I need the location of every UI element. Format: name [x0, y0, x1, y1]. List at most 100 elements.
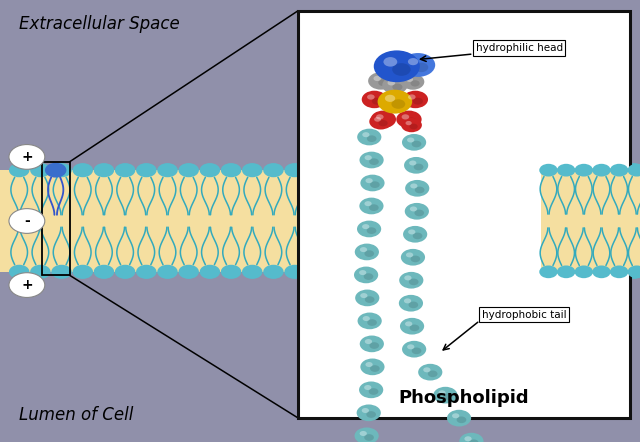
Circle shape: [369, 114, 392, 130]
Circle shape: [602, 265, 623, 279]
Text: hydrophilic head: hydrophilic head: [476, 43, 563, 53]
Circle shape: [557, 164, 575, 176]
Text: Lumen of Cell: Lumen of Cell: [19, 407, 134, 424]
Circle shape: [72, 265, 93, 279]
Circle shape: [360, 175, 385, 191]
Circle shape: [360, 358, 385, 375]
Circle shape: [392, 99, 405, 109]
Circle shape: [383, 57, 397, 67]
Circle shape: [366, 411, 376, 418]
Circle shape: [9, 145, 45, 169]
Circle shape: [200, 163, 220, 177]
Circle shape: [376, 114, 383, 119]
Circle shape: [362, 408, 369, 413]
Circle shape: [592, 164, 611, 176]
Circle shape: [388, 80, 395, 85]
Circle shape: [221, 265, 241, 279]
Circle shape: [418, 364, 442, 381]
Circle shape: [357, 129, 381, 145]
Circle shape: [410, 183, 417, 188]
Circle shape: [406, 77, 413, 82]
Circle shape: [9, 163, 29, 177]
Circle shape: [475, 163, 495, 177]
Circle shape: [360, 335, 384, 352]
Circle shape: [412, 163, 432, 177]
Circle shape: [539, 163, 559, 177]
Circle shape: [401, 74, 424, 90]
Circle shape: [9, 265, 29, 279]
Circle shape: [358, 312, 381, 329]
Circle shape: [399, 295, 423, 312]
Circle shape: [433, 265, 453, 279]
Circle shape: [93, 265, 114, 279]
Circle shape: [367, 95, 374, 99]
Circle shape: [401, 53, 435, 77]
Circle shape: [365, 178, 372, 183]
Text: +: +: [21, 150, 33, 164]
Circle shape: [157, 265, 178, 279]
Circle shape: [517, 163, 538, 177]
Circle shape: [355, 290, 380, 306]
Circle shape: [305, 265, 326, 279]
Circle shape: [401, 118, 422, 132]
Circle shape: [362, 132, 369, 137]
Circle shape: [410, 80, 420, 87]
Circle shape: [407, 137, 414, 142]
Circle shape: [496, 163, 516, 177]
Circle shape: [369, 342, 379, 349]
Circle shape: [406, 252, 413, 257]
Text: hydrophobic tail: hydrophobic tail: [482, 309, 566, 320]
Circle shape: [381, 118, 391, 125]
Circle shape: [305, 163, 326, 177]
Circle shape: [371, 110, 396, 128]
Circle shape: [628, 266, 640, 278]
Circle shape: [465, 436, 472, 441]
Circle shape: [413, 98, 423, 105]
Circle shape: [368, 72, 394, 90]
Circle shape: [327, 163, 348, 177]
Circle shape: [364, 250, 374, 257]
Circle shape: [365, 296, 374, 303]
Circle shape: [396, 110, 422, 128]
FancyBboxPatch shape: [298, 11, 630, 418]
Circle shape: [409, 160, 417, 165]
Circle shape: [560, 163, 580, 177]
Circle shape: [367, 135, 376, 142]
Circle shape: [475, 265, 495, 279]
Circle shape: [365, 155, 372, 160]
Circle shape: [433, 163, 453, 177]
Circle shape: [428, 370, 438, 377]
Circle shape: [136, 163, 157, 177]
Circle shape: [410, 206, 417, 211]
Circle shape: [369, 265, 390, 279]
Circle shape: [412, 347, 421, 354]
Circle shape: [374, 76, 381, 81]
Circle shape: [374, 117, 381, 122]
Bar: [42, 162, 70, 275]
Circle shape: [412, 141, 421, 147]
Circle shape: [369, 158, 379, 165]
Circle shape: [242, 163, 262, 177]
Circle shape: [410, 324, 419, 331]
Circle shape: [560, 265, 580, 279]
Circle shape: [355, 244, 379, 260]
Circle shape: [359, 381, 383, 398]
Circle shape: [367, 319, 377, 326]
Circle shape: [390, 163, 411, 177]
Circle shape: [623, 265, 640, 279]
Circle shape: [327, 265, 348, 279]
Circle shape: [402, 114, 409, 119]
Circle shape: [410, 124, 418, 130]
Circle shape: [408, 95, 415, 99]
Circle shape: [447, 410, 471, 427]
Text: Phospholipid: Phospholipid: [399, 389, 529, 407]
Circle shape: [628, 164, 640, 176]
Circle shape: [365, 339, 372, 344]
Circle shape: [221, 163, 241, 177]
Circle shape: [413, 232, 422, 239]
Circle shape: [362, 91, 387, 108]
Circle shape: [115, 265, 136, 279]
Circle shape: [348, 265, 369, 279]
Circle shape: [72, 163, 93, 177]
Circle shape: [540, 266, 557, 278]
